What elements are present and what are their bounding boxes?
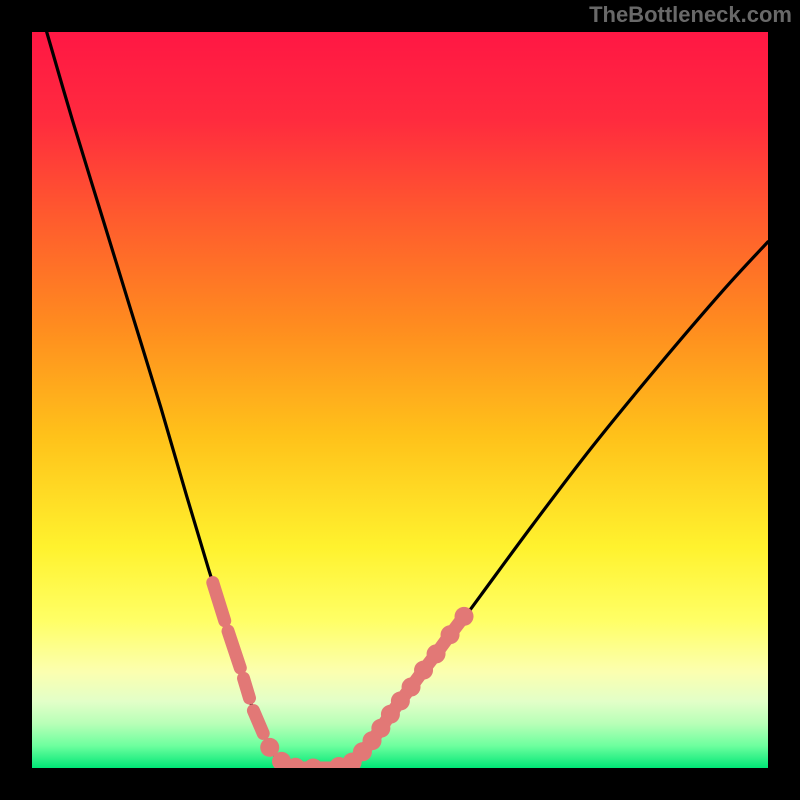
bead-bar [253, 711, 263, 734]
plot-area [32, 32, 768, 768]
bead-dot [414, 661, 433, 680]
bead-dot [441, 625, 460, 644]
bead-bar [244, 678, 250, 698]
bead-dot [402, 678, 421, 697]
chart-frame: TheBottleneck.com [0, 0, 800, 800]
plot-svg [32, 32, 768, 768]
watermark-text: TheBottleneck.com [589, 2, 792, 28]
bead-dot [455, 607, 474, 626]
bead-dot [427, 644, 446, 663]
gradient-background [32, 32, 768, 768]
